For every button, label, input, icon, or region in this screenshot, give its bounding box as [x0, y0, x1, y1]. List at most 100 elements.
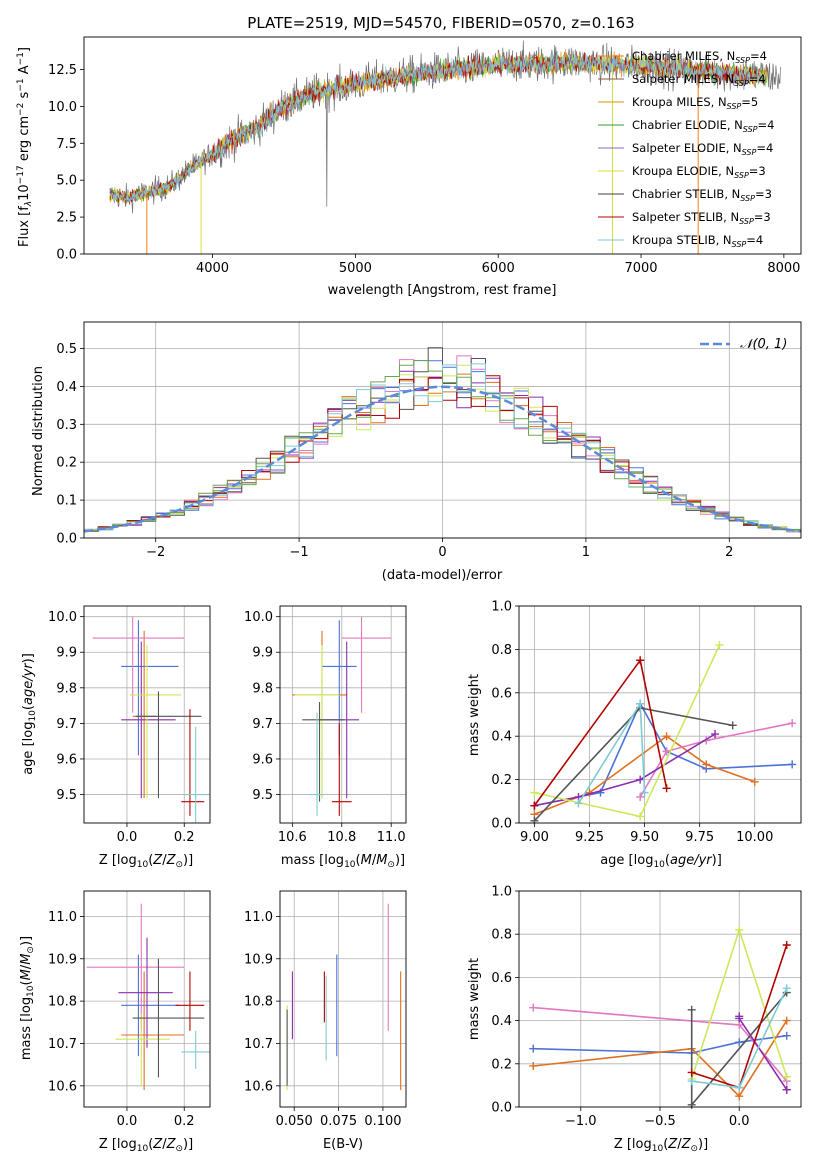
age-vs-z-xlabel: Z [log10(Z/Z⊙)]	[99, 853, 193, 870]
weight-point-marker	[728, 721, 737, 730]
weight-series-line	[534, 701, 793, 807]
weight-series-line	[639, 722, 793, 798]
axes-frame	[83, 36, 802, 255]
y-tick-label: 1.0	[491, 885, 512, 900]
axes-frame	[279, 605, 407, 824]
weight-point-marker	[530, 788, 539, 797]
x-tick-label: 5000	[339, 261, 372, 276]
mass-vs-ebv-panel: E(B-V) 0.050 0.075 0.100 10.6 10.7 10.8 10.9 11…	[244, 890, 407, 1152]
x-tick-label: 0.2	[174, 830, 195, 845]
age-vs-mass-xlabel: mass [log10(M/M⊙)]	[281, 853, 405, 870]
y-tick-label: 2.5	[56, 211, 77, 226]
y-tick-label: 0.1	[56, 494, 77, 509]
mass-vs-z-panel: Z [log10(Z/Z⊙)] mass [log10(M/M⊙)] 0.0 0.…	[19, 890, 211, 1154]
y-tick-label: 1.0	[491, 600, 512, 615]
x-tick-label: 10.6	[278, 830, 307, 845]
legend-label: Chabrier ELODIE, NSSP=4	[632, 118, 774, 134]
legend-label: Chabrier STELIB, NSSP=3	[632, 187, 772, 203]
weight-point-marker	[530, 801, 539, 810]
weight-point-marker	[662, 784, 671, 793]
y-tick-label: 10.9	[244, 952, 273, 967]
residual-panel: (data-model)/error Normed distribution −…	[31, 321, 802, 583]
spectrum-xlabel: wavelength [Angstrom, rest frame]	[328, 283, 557, 298]
weight-point-marker	[782, 984, 791, 993]
y-tick-label: 9.9	[252, 646, 273, 661]
y-tick-label: 10.6	[48, 1079, 77, 1094]
weight-series-line	[533, 1020, 788, 1098]
weight-point-marker	[636, 656, 645, 665]
y-tick-label: 0.0	[56, 248, 77, 263]
figure-title: PLATE=2519, MJD=54570, FIBERID=0570, z=0…	[247, 14, 634, 32]
y-tick-label: 10.6	[244, 1079, 273, 1094]
y-tick-label: 9.7	[56, 717, 77, 732]
weight-point-marker	[702, 760, 711, 769]
y-tick-label: 0.0	[491, 817, 512, 832]
y-tick-label: 9.6	[56, 752, 77, 767]
mass-vs-ebv-xlabel: E(B-V)	[323, 1137, 363, 1152]
x-tick-label: 0.050	[276, 1114, 313, 1129]
weight-point-marker	[782, 1072, 791, 1081]
age-vs-z-ylabel: age [log10(age/yr)]	[21, 653, 38, 775]
weight-point-marker	[574, 799, 583, 808]
x-tick-label: 0	[438, 545, 446, 560]
x-tick-label: 0.2	[174, 1114, 195, 1129]
weight-point-marker	[782, 1031, 791, 1040]
x-tick-label: −1	[290, 545, 309, 560]
weight-point-marker	[529, 1003, 538, 1012]
spectrum-panel: wavelength [Angstrom, rest frame] Flux […	[16, 36, 802, 298]
spectrum-series-8	[109, 52, 763, 204]
y-tick-label: 9.8	[56, 681, 77, 696]
y-tick-label: 0.0	[56, 532, 77, 547]
x-tick-label: 0.0	[117, 830, 138, 845]
y-tick-label: 0.3	[56, 418, 77, 433]
weight-point-marker	[782, 1016, 791, 1025]
y-tick-label: 10.7	[244, 1037, 273, 1052]
x-tick-label: −1.0	[565, 1114, 597, 1129]
x-tick-label: −2	[146, 545, 165, 560]
weight-series-line	[534, 733, 716, 807]
x-tick-label: −0.5	[644, 1114, 676, 1129]
weight-point-marker	[662, 747, 671, 756]
y-tick-label: 10.7	[48, 1037, 77, 1052]
x-tick-label: 9.75	[685, 830, 714, 845]
weight-point-marker	[662, 732, 671, 741]
weight-vs-z-panel: Z [log10(Z/Z⊙)] mass weight −1.0 −0.5 0.0 0…	[467, 885, 802, 1154]
mass-vs-z-xlabel: Z [log10(Z/Z⊙)]	[99, 1137, 193, 1154]
weight-point-marker	[529, 1044, 538, 1053]
x-tick-label: 10.00	[736, 830, 773, 845]
y-tick-label: 9.5	[252, 788, 273, 803]
y-tick-label: 0.4	[491, 1014, 512, 1029]
x-tick-label: 1	[582, 545, 590, 560]
x-tick-label: 6000	[482, 261, 515, 276]
axes-frame	[518, 605, 802, 824]
weight-point-marker	[530, 816, 539, 825]
y-tick-label: 0.4	[491, 730, 512, 745]
x-tick-label: 10.8	[327, 830, 356, 845]
x-tick-label: 0.075	[320, 1114, 357, 1129]
y-tick-label: 0.8	[491, 928, 512, 943]
y-tick-label: 9.7	[252, 717, 273, 732]
spectrum-legend: Chabrier MILES, NSSP=4 Salpeter MILES, NS…	[598, 49, 774, 249]
weight-point-marker	[735, 925, 744, 934]
weight-point-marker	[687, 1068, 696, 1077]
age-vs-z-panel: Z [log10(Z/Z⊙)] age [log10(age/yr)] 0.0 0…	[21, 605, 211, 870]
weight-point-marker	[782, 941, 791, 949]
legend-label: Salpeter STELIB, NSSP=3	[632, 210, 771, 226]
y-tick-label: 0.0	[491, 1101, 512, 1116]
weight-point-marker	[636, 775, 645, 784]
weight-point-marker	[750, 777, 759, 786]
x-tick-label: 8000	[767, 261, 800, 276]
weight-point-marker	[687, 1077, 696, 1086]
y-tick-label: 0.2	[491, 773, 512, 788]
weight-series-line	[577, 700, 646, 804]
weight-vs-z-xlabel: Z [log10(Z/Z⊙)]	[614, 1137, 708, 1154]
y-tick-label: 10.8	[48, 995, 77, 1010]
y-tick-label: 9.8	[252, 681, 273, 696]
x-tick-label: 9.50	[630, 830, 659, 845]
weight-point-marker	[596, 788, 605, 797]
weight-point-marker	[715, 641, 724, 650]
weight-vs-age-ylabel: mass weight	[467, 674, 482, 756]
weight-point-marker	[636, 792, 645, 801]
y-tick-label: 9.9	[56, 646, 77, 661]
weight-vs-z-ylabel: mass weight	[467, 958, 482, 1040]
